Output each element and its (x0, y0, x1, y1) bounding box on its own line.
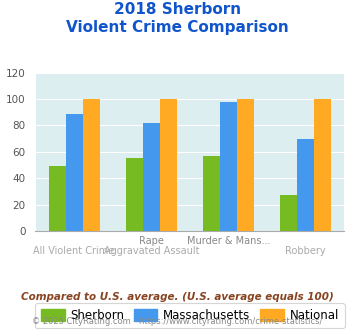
Text: © 2025 CityRating.com - https://www.cityrating.com/crime-statistics/: © 2025 CityRating.com - https://www.city… (32, 317, 323, 326)
Bar (220, 102, 237, 231)
Bar (143, 123, 160, 231)
Bar (237, 99, 254, 231)
Bar (83, 99, 100, 231)
Text: Compared to U.S. average. (U.S. average equals 100): Compared to U.S. average. (U.S. average … (21, 292, 334, 302)
Bar (49, 166, 66, 231)
Text: Aggravated Assault: Aggravated Assault (104, 246, 199, 256)
Text: Rape: Rape (139, 236, 164, 246)
Text: Robbery: Robbery (285, 246, 326, 256)
Bar (160, 99, 177, 231)
Text: Murder & Mans...: Murder & Mans... (187, 236, 270, 246)
Bar (126, 158, 143, 231)
Bar (66, 114, 83, 231)
Bar (314, 99, 331, 231)
Text: 2018 Sherborn: 2018 Sherborn (114, 2, 241, 16)
Text: All Violent Crime: All Violent Crime (33, 246, 115, 256)
Text: Violent Crime Comparison: Violent Crime Comparison (66, 20, 289, 35)
Bar (280, 195, 297, 231)
Bar (203, 156, 220, 231)
Bar (297, 139, 314, 231)
Legend: Sherborn, Massachusetts, National: Sherborn, Massachusetts, National (35, 303, 345, 328)
